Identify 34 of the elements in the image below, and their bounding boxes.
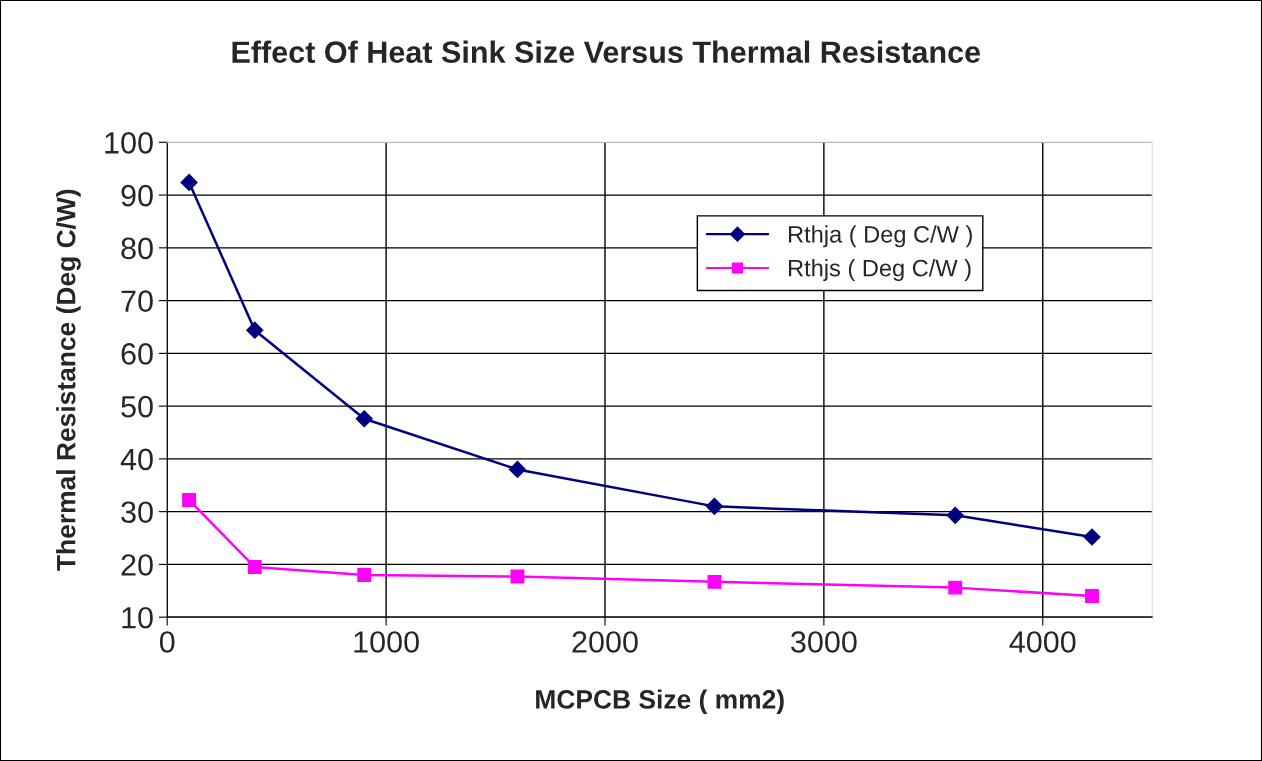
x-tick-label: 1000 xyxy=(354,631,419,653)
point xyxy=(1083,528,1101,546)
y-tick-label: 40 xyxy=(120,448,153,471)
y-tick-label: 10 xyxy=(122,606,153,629)
x-tick-label: 2000 xyxy=(572,631,638,653)
point xyxy=(508,460,526,478)
y-tick-label: 100 xyxy=(105,132,153,154)
point xyxy=(182,493,197,507)
x-tick-label: 4000 xyxy=(1009,631,1076,653)
point xyxy=(357,568,372,582)
point xyxy=(180,173,198,191)
y-tick-label: 50 xyxy=(121,395,153,418)
legend-label: Rthjs ( Deg C/W ) xyxy=(789,259,971,282)
point xyxy=(707,574,722,589)
y-axis-title: Thermal Resistance (Deg C/W) xyxy=(56,189,81,571)
y-tick-label: 60 xyxy=(121,343,153,365)
y-tick-label: 20 xyxy=(121,554,153,576)
y-tick-label: 70 xyxy=(121,290,153,312)
point xyxy=(247,560,262,574)
point xyxy=(705,497,723,515)
point xyxy=(355,410,373,428)
x-tick-label: 3000 xyxy=(791,631,857,653)
point xyxy=(946,506,964,524)
point xyxy=(246,321,264,339)
point xyxy=(948,580,963,595)
chart-title: Effect Of Heat Sink Size Versus Thermal Resistance xyxy=(232,40,981,63)
point xyxy=(510,569,525,584)
x-axis-title: MCPCB Size ( mm2) xyxy=(536,689,784,714)
y-tick-label: 80 xyxy=(121,237,153,260)
y-tick-label: 90 xyxy=(121,184,153,207)
point xyxy=(1085,589,1099,604)
y-tick-label: 30 xyxy=(121,501,153,524)
legend-label: Rthja ( Deg C/W ) xyxy=(789,225,972,248)
x-tick-label: 0 xyxy=(159,631,175,653)
